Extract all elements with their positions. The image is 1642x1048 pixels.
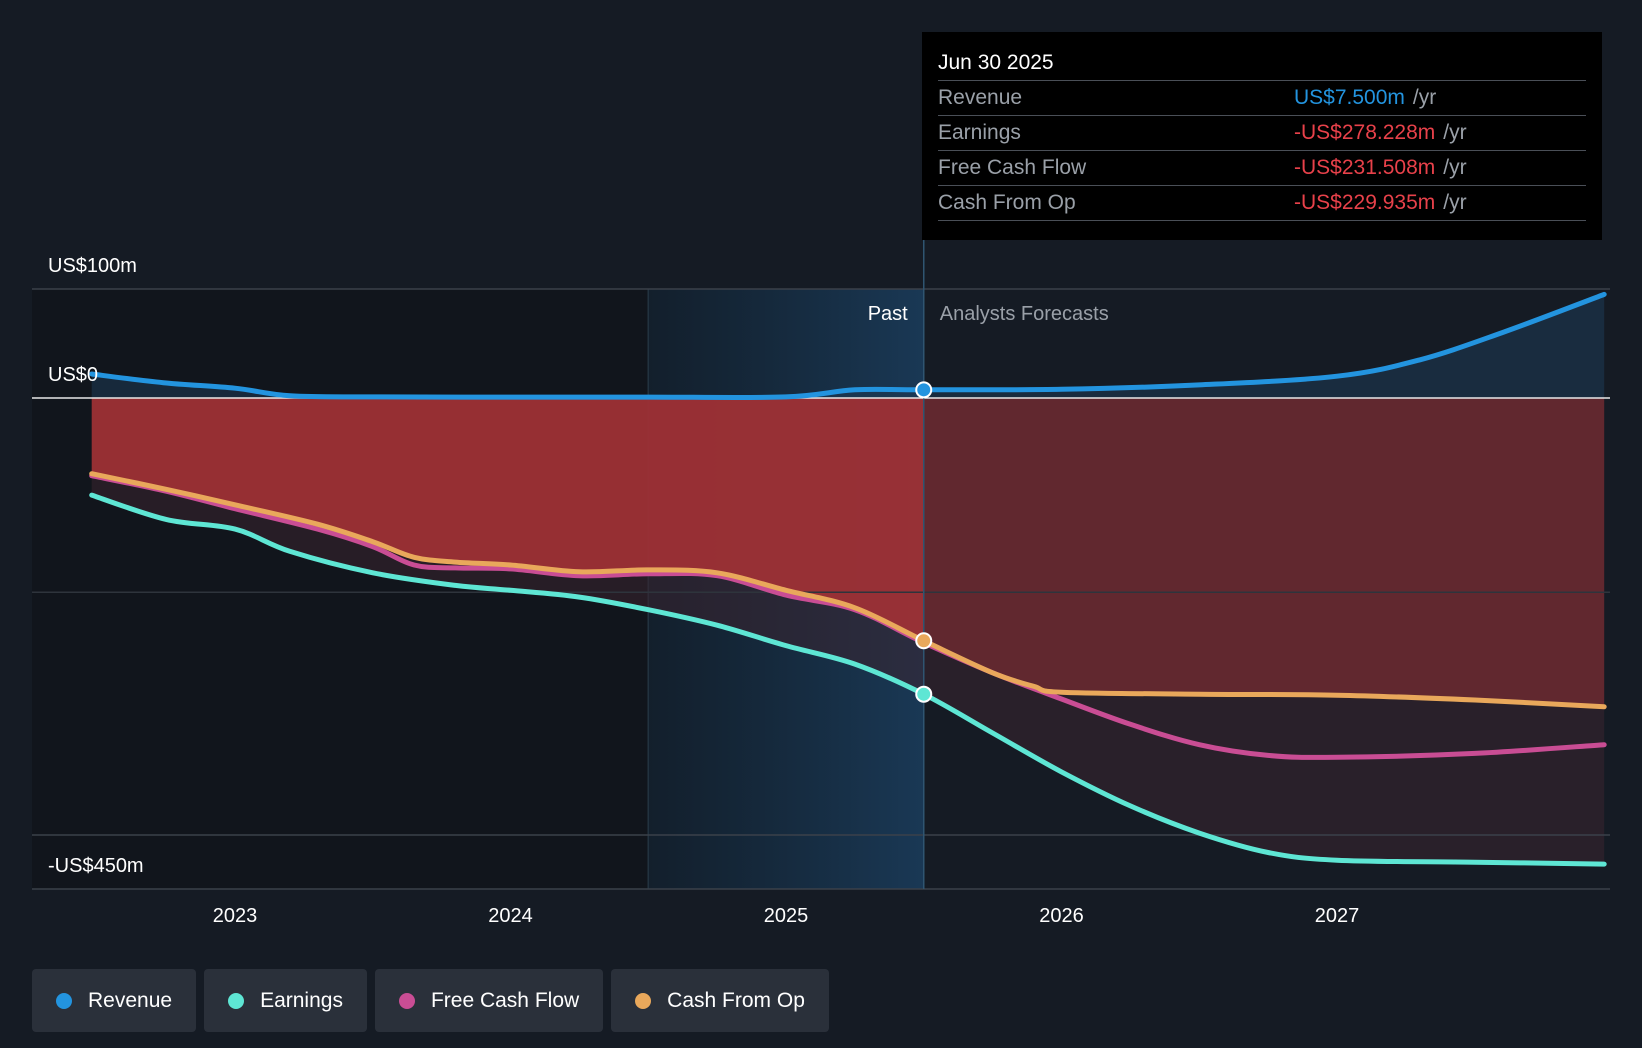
revenue-area xyxy=(91,294,1605,398)
series-line-cash-from-op xyxy=(89,471,1607,710)
earnings-band-area xyxy=(91,473,1605,865)
chart-canvas: US$100m US$0 -US$450m 2023 2024 2025 2026 2027 P… xyxy=(32,240,1610,927)
tooltip-value: -US$278.228m xyxy=(1294,121,1436,144)
tooltip-row-cash-from-op: Cash From Op -US$229.935m /yr xyxy=(938,186,1586,221)
legend-label: Revenue xyxy=(88,988,173,1012)
legend: Revenue Earnings Free Cash Flow Cash Fro… xyxy=(32,969,829,1032)
tooltip-label: Cash From Op xyxy=(938,191,1076,214)
negative-area-forecast xyxy=(923,398,1605,707)
legend-dot-icon xyxy=(398,992,415,1009)
legend-dot-icon xyxy=(56,992,72,1009)
legend-label: Earnings xyxy=(260,988,343,1012)
x-tick-label-2025: 2025 xyxy=(764,905,809,927)
x-tick-label-2023: 2023 xyxy=(213,905,258,927)
tooltip-label: Earnings xyxy=(938,121,1021,144)
marker-earnings xyxy=(915,685,933,703)
tooltip-unit: /yr xyxy=(1443,156,1467,179)
tooltip-value: US$7.500m xyxy=(1294,86,1405,109)
tooltip-unit: /yr xyxy=(1443,191,1467,214)
series-line-free-cash-flow xyxy=(89,473,1607,760)
tooltip-row-free-cash-flow: Free Cash Flow -US$231.508m /yr xyxy=(938,151,1586,186)
legend-item-earnings[interactable]: Earnings xyxy=(204,969,367,1032)
tooltip-date: Jun 30 2025 xyxy=(938,46,1586,81)
tooltip-row-revenue: Revenue US$7.500m /yr xyxy=(938,81,1586,116)
y-axis-top-label: US$100m xyxy=(48,255,137,277)
marker-revenue xyxy=(915,381,933,399)
tooltip-unit: /yr xyxy=(1412,86,1437,109)
forecast-region-label: Analysts Forecasts xyxy=(940,303,1109,325)
x-tick-label-2027: 2027 xyxy=(1315,905,1360,927)
y-axis-bottom-label: -US$450m xyxy=(48,855,144,877)
tooltip-row-earnings: Earnings -US$278.228m /yr xyxy=(938,116,1586,151)
tooltip-value: -US$229.935m xyxy=(1294,191,1436,214)
marker-cash-from-op xyxy=(915,632,933,650)
negative-area-past xyxy=(91,398,924,641)
tooltip-label: Free Cash Flow xyxy=(938,156,1087,179)
legend-label: Free Cash Flow xyxy=(430,988,580,1012)
tooltip-panel: Jun 30 2025 Revenue US$7.500m /yr Earnin… xyxy=(922,32,1602,240)
tooltip-unit: /yr xyxy=(1443,121,1467,144)
past-region-label: Past xyxy=(868,303,908,325)
x-tick-label-2024: 2024 xyxy=(488,905,533,927)
tooltip-label: Revenue xyxy=(938,86,1023,109)
legend-item-cash-from-op[interactable]: Cash From Op xyxy=(611,969,829,1032)
legend-item-revenue[interactable]: Revenue xyxy=(32,969,197,1032)
legend-dot-icon xyxy=(635,992,652,1009)
y-axis-zero-label: US$0 xyxy=(48,364,98,386)
tooltip-value: -US$231.508m xyxy=(1294,156,1436,179)
legend-item-free-cash-flow[interactable]: Free Cash Flow xyxy=(374,969,604,1032)
series-line-revenue xyxy=(89,291,1607,400)
series-line-earnings xyxy=(89,492,1607,867)
x-tick-label-2026: 2026 xyxy=(1039,905,1084,927)
legend-label: Cash From Op xyxy=(667,988,805,1012)
legend-dot-icon xyxy=(228,992,245,1009)
